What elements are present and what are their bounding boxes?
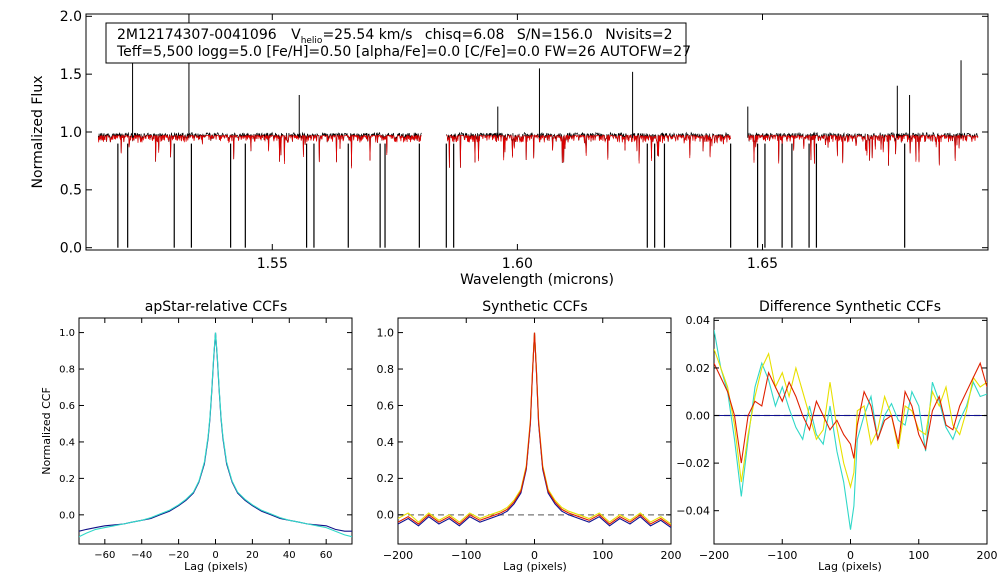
y-tick-label: 0.0	[377, 509, 395, 522]
y-tick-label: −0.04	[676, 505, 710, 518]
x-tick-label: −20	[168, 550, 189, 561]
model-spectrum-line	[747, 134, 979, 166]
synthetic-ccf-x-label: Lag (pixels)	[503, 560, 567, 573]
synthetic-ccf-panel: Synthetic CCFs −200 −100 0 100 200 0.0 0.2 0.4 0…	[377, 299, 682, 573]
y-tick-label: 0.2	[59, 474, 75, 485]
synthetic-ccf-frame	[397, 317, 672, 545]
spectrum-x-label: Wavelength (microns)	[460, 272, 614, 288]
ccf-lines	[398, 332, 671, 529]
x-tick-label: 1.60	[502, 256, 533, 272]
annotation-nvisits: Nvisits=2	[605, 27, 672, 43]
ccf-lines	[79, 332, 352, 538]
difference-ccf-title: Difference Synthetic CCFs	[759, 299, 941, 315]
apstar-ccf-title: apStar-relative CCFs	[145, 299, 288, 315]
y-tick-label: 0.0	[60, 241, 82, 257]
apstar-ccf-frame	[78, 317, 353, 545]
annotation-star-id: 2M12174307-0041096	[117, 27, 277, 43]
y-tick-label: 0.4	[377, 436, 395, 449]
annotation-vhelio-value: =25.54 km/s	[322, 27, 412, 43]
difference-ccf-x-label: Lag (pixels)	[818, 560, 882, 573]
ccf-series-visit-1	[714, 329, 987, 530]
y-tick-label: 0.5	[60, 183, 82, 199]
y-tick-label: 2.0	[60, 9, 82, 25]
ccf-series-combined	[79, 332, 352, 532]
x-tick-label: 0	[212, 550, 218, 561]
y-tick-label: 0.2	[377, 472, 395, 485]
y-tick-label: 1.5	[60, 67, 82, 83]
spectrum-annotation-box	[105, 22, 687, 64]
apstar-ccf-y-label: Normalized CCF	[40, 387, 53, 475]
x-tick-label: 200	[977, 549, 998, 562]
y-tick-label: 0.8	[377, 363, 395, 376]
ccf-lines	[714, 329, 987, 530]
x-tick-label: −200	[383, 549, 413, 562]
y-tick-label: −0.02	[676, 457, 710, 470]
x-tick-label: 100	[908, 549, 929, 562]
y-tick-label: 1.0	[377, 326, 395, 339]
x-tick-label: −60	[94, 550, 115, 561]
ccf-series-visit-2	[714, 348, 987, 490]
x-tick-label: −40	[131, 550, 152, 561]
x-tick-label: 0	[847, 549, 854, 562]
synthetic-ccf-marks	[398, 332, 671, 529]
spectrum-y-label: Normalized Flux	[30, 76, 46, 189]
annotation-line-2: Teff=5,500 logg=5.0 [Fe/H]=0.50 [alpha/F…	[116, 44, 691, 60]
x-tick-label: 200	[661, 549, 682, 562]
difference-ccf-axes: −200 −100 0 100 200 −0.04 −0.02 0.00 0.02 0.04	[676, 314, 997, 562]
x-tick-label: 1.65	[747, 256, 778, 272]
x-tick-label: 20	[246, 550, 259, 561]
y-tick-label: 0.6	[377, 399, 395, 412]
difference-ccf-marks	[714, 329, 987, 530]
difference-ccf-frame	[713, 317, 988, 545]
y-tick-label: 0.8	[59, 365, 75, 376]
x-tick-label: −100	[451, 549, 481, 562]
ccf-series-visit-3	[714, 361, 987, 464]
model-spectrum-line	[97, 134, 422, 169]
annotation-chisq: chisq=6.08	[425, 27, 505, 43]
y-tick-label: 0.00	[686, 409, 711, 422]
annotation-vhelio-prefix: V	[291, 27, 301, 43]
spectrum-panel: 1.55 1.60 1.65 0.0 0.5 1.0 1.5 2.0 Wavelength (…	[30, 9, 989, 288]
x-tick-label: −100	[767, 549, 797, 562]
apstar-ccf-axes: −60 −40 −20 0 20 40 60 0.0 0.2 0.4 0.6 0.8 1.0	[59, 318, 352, 561]
annotation-snr: S/N=156.0	[517, 27, 593, 43]
x-tick-label: 40	[283, 550, 296, 561]
annotation-line-1: 2M12174307-0041096 Vhelio=25.54 km/s chi…	[117, 27, 673, 46]
x-tick-label: 60	[320, 550, 333, 561]
ccf-series-visit-1	[398, 332, 671, 525]
apstar-ccf-x-label: Lag (pixels)	[184, 560, 248, 573]
synthetic-ccf-title: Synthetic CCFs	[482, 299, 587, 315]
y-tick-label: 0.6	[59, 401, 75, 412]
difference-ccf-panel: Difference Synthetic CCFs −200 −100 0 100 20…	[676, 299, 997, 573]
ccf-series-visit-2	[398, 332, 671, 527]
y-tick-label: 0.04	[686, 314, 711, 327]
y-tick-label: 1.0	[59, 328, 75, 339]
ccf-series-combined	[398, 332, 671, 529]
synthetic-ccf-axes: −200 −100 0 100 200 0.0 0.2 0.4 0.6 0.8 1.0	[377, 318, 682, 562]
ccf-series-visit-1	[79, 332, 352, 538]
apstar-ccf-panel: apStar-relative CCFs −60 −40 −20 0 20 40 60 0.0…	[40, 299, 353, 573]
x-tick-label: −200	[699, 549, 729, 562]
y-tick-label: 0.4	[59, 437, 75, 448]
spectrum-marks	[97, 14, 979, 248]
apstar-ccf-marks	[79, 332, 352, 538]
y-tick-label: 1.0	[60, 125, 82, 141]
y-tick-label: 0.0	[59, 510, 75, 521]
x-tick-label: 100	[592, 549, 613, 562]
x-tick-label: 0	[531, 549, 538, 562]
model-spectrum-line	[446, 134, 731, 168]
y-tick-label: 0.02	[686, 362, 711, 375]
spectrum-axes: 1.55 1.60 1.65 0.0 0.5 1.0 1.5 2.0	[60, 9, 988, 272]
x-tick-label: 1.55	[257, 256, 288, 272]
annotation-vhelio-sub: helio	[301, 36, 323, 46]
spectrum-lines	[97, 14, 979, 248]
